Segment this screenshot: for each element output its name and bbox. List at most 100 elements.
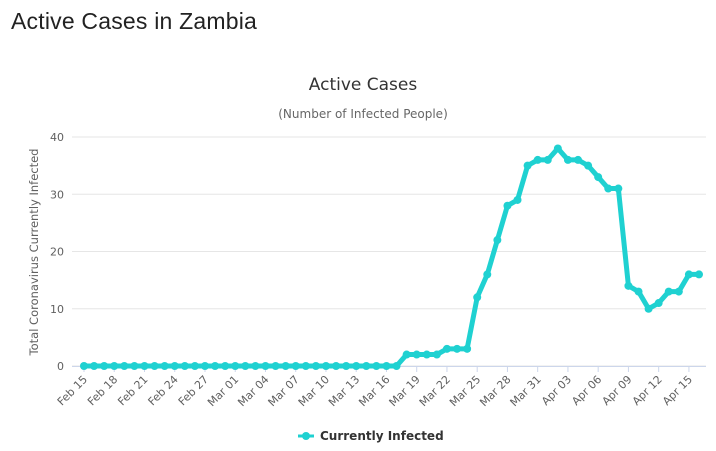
data-point[interactable] [493, 236, 502, 245]
data-point[interactable] [674, 287, 683, 296]
x-tick-label: Mar 31 [508, 373, 544, 409]
y-tick-label: 10 [50, 303, 64, 316]
data-point[interactable] [180, 362, 189, 370]
x-tick-label: Mar 16 [356, 373, 392, 409]
data-point[interactable] [311, 362, 320, 370]
data-point[interactable] [533, 155, 542, 164]
data-point[interactable] [281, 362, 290, 370]
data-point[interactable] [695, 270, 703, 279]
data-point[interactable] [190, 362, 199, 370]
data-point[interactable] [90, 362, 99, 370]
data-point[interactable] [543, 155, 552, 164]
data-point[interactable] [241, 362, 250, 370]
series-line [81, 145, 702, 369]
data-point[interactable] [170, 362, 179, 370]
data-point[interactable] [453, 344, 462, 353]
x-tick-label: Mar 04 [235, 373, 271, 409]
data-point[interactable] [100, 362, 109, 370]
data-point[interactable] [473, 293, 482, 302]
data-point[interactable] [352, 362, 361, 370]
legend-symbol-marker [302, 432, 310, 440]
grid-lines [72, 136, 706, 367]
data-point[interactable] [200, 362, 209, 370]
data-point[interactable] [271, 362, 280, 370]
data-point[interactable] [120, 362, 129, 370]
series-currently-infected [80, 144, 703, 370]
x-tick-label: Feb 24 [146, 373, 181, 408]
x-tick-label: Apr 03 [539, 373, 574, 408]
data-point[interactable] [130, 362, 139, 370]
data-point[interactable] [392, 362, 401, 370]
data-point[interactable] [372, 362, 381, 370]
x-tick-label: Mar 07 [266, 373, 302, 409]
x-tick-label: Apr 09 [600, 373, 635, 408]
x-tick-label: Mar 13 [326, 373, 362, 409]
x-tick-label: Mar 01 [205, 373, 241, 409]
legend-label: Currently Infected [320, 429, 444, 443]
data-point[interactable] [402, 350, 411, 359]
page-heading: Active Cases in Zambia [11, 8, 257, 34]
data-point[interactable] [422, 350, 431, 359]
data-point[interactable] [211, 362, 220, 370]
y-axis-title: Total Coronavirus Currently Infected [27, 149, 41, 357]
data-point[interactable] [483, 270, 492, 279]
data-point[interactable] [594, 173, 603, 182]
data-point[interactable] [624, 281, 633, 290]
x-tick-label: Feb 21 [115, 373, 150, 408]
data-point[interactable] [140, 362, 149, 370]
y-tick-label: 0 [57, 360, 64, 373]
data-point[interactable] [301, 362, 310, 370]
legend[interactable]: Currently Infected [298, 429, 444, 443]
x-tick-label: Apr 15 [660, 373, 695, 408]
data-point[interactable] [634, 287, 643, 296]
x-tick-label: Feb 18 [85, 373, 120, 408]
data-point[interactable] [261, 362, 270, 370]
data-point[interactable] [463, 344, 472, 353]
data-point[interactable] [503, 201, 512, 210]
data-point[interactable] [362, 362, 371, 370]
data-point[interactable] [231, 362, 240, 370]
data-point[interactable] [604, 184, 613, 193]
chart-subtitle: (Number of Infected People) [278, 107, 448, 121]
x-tick-label: Mar 22 [417, 373, 453, 409]
data-point[interactable] [553, 144, 562, 153]
data-point[interactable] [614, 184, 623, 193]
data-point[interactable] [150, 362, 159, 370]
chart-title: Active Cases [309, 75, 418, 95]
x-tick-label: Mar 19 [387, 373, 423, 409]
x-tick-label: Mar 10 [296, 373, 332, 409]
x-tick-label: Apr 06 [569, 373, 604, 408]
data-point[interactable] [221, 362, 230, 370]
x-tick-label: Mar 25 [447, 373, 483, 409]
y-tick-label: 40 [50, 131, 64, 144]
data-point[interactable] [291, 362, 300, 370]
data-point[interactable] [110, 362, 119, 370]
data-point[interactable] [654, 299, 663, 308]
y-tick-label: 30 [50, 188, 64, 201]
data-point[interactable] [442, 344, 451, 353]
data-point[interactable] [251, 362, 260, 370]
data-point[interactable] [644, 304, 653, 313]
data-point[interactable] [584, 161, 593, 170]
x-tick-label: Mar 28 [477, 373, 513, 409]
data-point[interactable] [412, 350, 421, 359]
data-point[interactable] [574, 155, 583, 164]
y-axis-ticks: 0 10 20 30 40 [50, 131, 64, 373]
data-point[interactable] [332, 362, 341, 370]
data-point[interactable] [382, 362, 391, 370]
data-point[interactable] [664, 287, 673, 296]
data-point[interactable] [342, 362, 351, 370]
data-point[interactable] [160, 362, 169, 370]
data-point[interactable] [563, 155, 572, 164]
x-tick-label: Feb 15 [55, 373, 90, 408]
data-point[interactable] [432, 350, 441, 359]
y-tick-label: 20 [50, 246, 64, 259]
data-point[interactable] [684, 270, 693, 279]
data-point[interactable] [321, 362, 330, 370]
data-point[interactable] [513, 195, 522, 204]
x-tick-label: Feb 27 [176, 373, 211, 408]
data-point[interactable] [80, 362, 88, 370]
data-point[interactable] [523, 161, 532, 170]
